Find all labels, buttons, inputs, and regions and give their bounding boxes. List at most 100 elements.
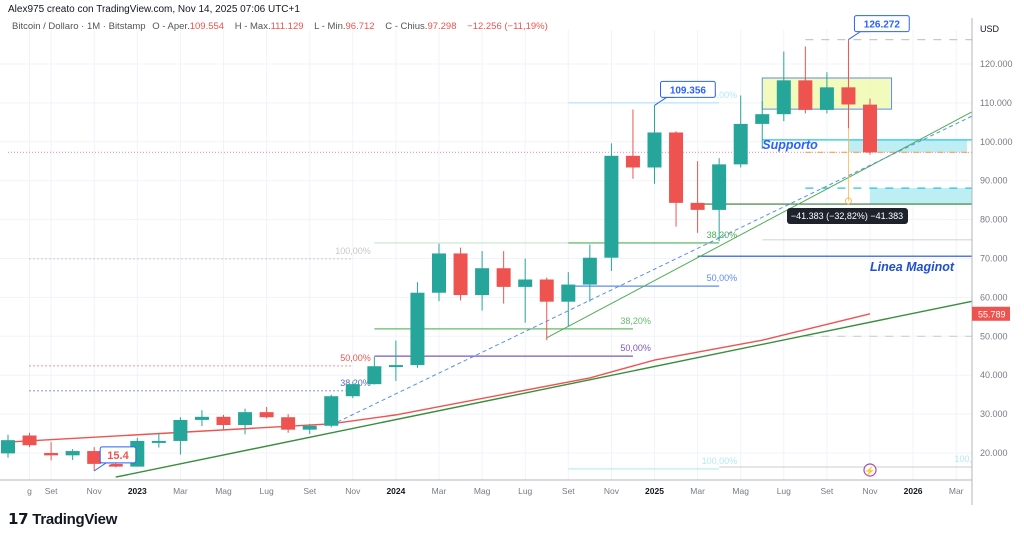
time-tick-label: Mag [732,486,749,496]
candle [841,39,856,129]
drawing-text-label: Linea Maginot [870,260,955,274]
time-tick-label: 2023 [128,486,147,496]
time-tick-label: Set [821,486,834,496]
candle-body [475,268,490,296]
price-tick-label: 20.000 [980,448,1008,458]
candle [216,414,231,431]
candle [65,449,80,461]
callout-box [853,15,910,33]
time-tick-label: 2025 [645,486,664,496]
tradingview-logo[interactable]: 𝟭𝟳 TradingView [8,510,118,529]
candle [432,243,446,302]
candle-body [151,440,166,443]
time-tick-label: Mar [949,486,964,496]
callout-text: 15.4 [107,450,129,462]
time-tick-label: 2024 [386,486,405,496]
callout-text: 126.272 [864,20,901,31]
level-label: 100,00% [335,246,371,256]
candle-body [432,253,446,293]
last-price-tag [972,306,1010,321]
zone-box [870,188,972,205]
time-tick-label: Lug [260,486,274,496]
candle [345,381,360,399]
high-value: 111.129 [270,21,304,32]
candle-body [798,80,813,110]
time-tick-label: Mar [173,486,188,496]
candle [475,251,490,311]
candle [238,408,253,435]
candle [561,272,576,327]
price-tick-label: 100.000 [980,137,1013,147]
price-callout: 126.272 [848,15,910,41]
open-label: O - Aper. [152,21,190,32]
time-tick-label: Nov [862,486,878,496]
candle [22,432,37,448]
price-callout: 15.4 [93,446,137,472]
high-label: H - Max. [234,21,271,32]
candle-body [238,412,253,425]
level-label: 100,00% [702,456,738,466]
time-tick-label: Mar [432,486,447,496]
candle [151,432,166,448]
candle-body [388,365,403,368]
close-label: C - Chius. [385,21,428,32]
price-tick-label: 40.000 [980,370,1008,380]
candle [194,410,209,427]
candle [539,277,554,341]
candle-body [453,253,468,296]
candle-body [302,425,317,430]
time-tick-label: 2026 [904,486,923,496]
time-tick-label: g [27,486,32,496]
callout-pointer [848,31,869,41]
candle-body [22,435,37,446]
candle [496,251,511,304]
candle [388,340,403,382]
candle-body [410,292,425,366]
candle-body [367,366,382,385]
price-callout: 109.356 [654,80,716,106]
candle-body [776,80,791,115]
candle-body [108,463,123,467]
lightning-icon-glyph: ⚡ [864,465,875,477]
candle [712,158,727,242]
price-chart[interactable]: 50,00% 38,20% 100,00% 38,20% 38,20% 50,00% 50,… [0,0,1024,505]
candle-body [582,257,597,285]
level-label: 50,00% [707,273,738,283]
time-tick-label: Mag [474,486,491,496]
candle-body [690,202,705,210]
trend-line [115,300,973,478]
candle [302,423,317,434]
candle-body [345,384,360,397]
candle-body [259,412,274,418]
time-tick-label: Nov [87,486,103,496]
candle-body [44,453,59,456]
candle [259,407,274,419]
candle [776,51,791,122]
brand-name: TradingView [32,510,118,528]
candle-body [496,268,511,287]
candle [582,244,597,302]
open-value: 109.554 [189,21,225,32]
candle-body [755,114,770,124]
time-tick-label: Set [562,486,575,496]
candle-body [863,104,877,153]
candle [690,161,705,233]
candle-body [281,417,296,430]
candle-body [65,451,80,456]
candle-body [712,164,727,210]
candle [733,95,748,168]
candle [1,434,15,458]
level-label: 50,00% [340,353,371,363]
currency-label: USD [980,24,1000,34]
low-label: L - Min. [314,21,346,32]
candle-body [194,416,209,420]
time-tick-label: Mag [215,486,232,496]
price-tick-label: 120.000 [980,59,1013,69]
candle-body [1,440,15,454]
candle-body [87,451,102,464]
candle-body [604,155,619,258]
time-tick-label: Nov [345,486,361,496]
symbol-label[interactable]: Bitcoin / Dollaro · 1M · Bitstamp [12,21,146,32]
candle [44,442,59,461]
candle [669,131,684,227]
